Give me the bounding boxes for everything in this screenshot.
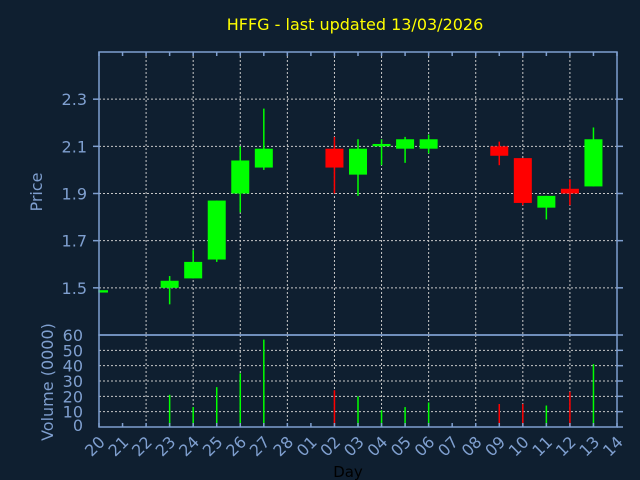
price-axis-label: Price: [27, 172, 46, 211]
chart-title: HFFG - last updated 13/03/2026: [227, 15, 484, 34]
candle-body: [349, 148, 367, 175]
volume-tick-label: 0: [73, 416, 83, 435]
price-tick-label: 2.3: [62, 90, 87, 109]
candle-body: [372, 143, 391, 147]
candle-body: [254, 148, 273, 168]
candle-body: [584, 139, 603, 187]
volume-tick-label: 10: [63, 403, 83, 422]
price-tick-label: 1.7: [62, 232, 87, 251]
price-tick-label: 2.1: [62, 137, 87, 156]
x-axis-label: Day: [333, 463, 363, 480]
volume-tick-label: 30: [63, 372, 83, 391]
price-tick-label: 1.9: [62, 185, 87, 204]
candle-body: [184, 261, 203, 279]
candle-body: [160, 280, 179, 288]
x-tick-label: 14: [599, 432, 627, 460]
price-tick-label: 1.5: [62, 279, 87, 298]
candle-body: [513, 158, 532, 203]
candle-body: [396, 139, 415, 149]
volume-tick-label: 60: [63, 326, 83, 345]
volume-plot-frame: [98, 334, 618, 428]
candle-body: [490, 146, 509, 156]
candle-body: [99, 290, 108, 293]
candle-body: [207, 200, 226, 260]
candle-body: [537, 195, 556, 208]
volume-tick-label: 20: [63, 387, 83, 406]
volume-axis-label: Volume (0000): [38, 323, 57, 441]
candle-body: [419, 139, 438, 149]
volume-tick-label: 50: [63, 341, 83, 360]
candle-body: [325, 148, 344, 168]
candle-body: [560, 188, 579, 194]
volume-tick-label: 40: [63, 357, 83, 376]
candle-body: [231, 160, 250, 194]
